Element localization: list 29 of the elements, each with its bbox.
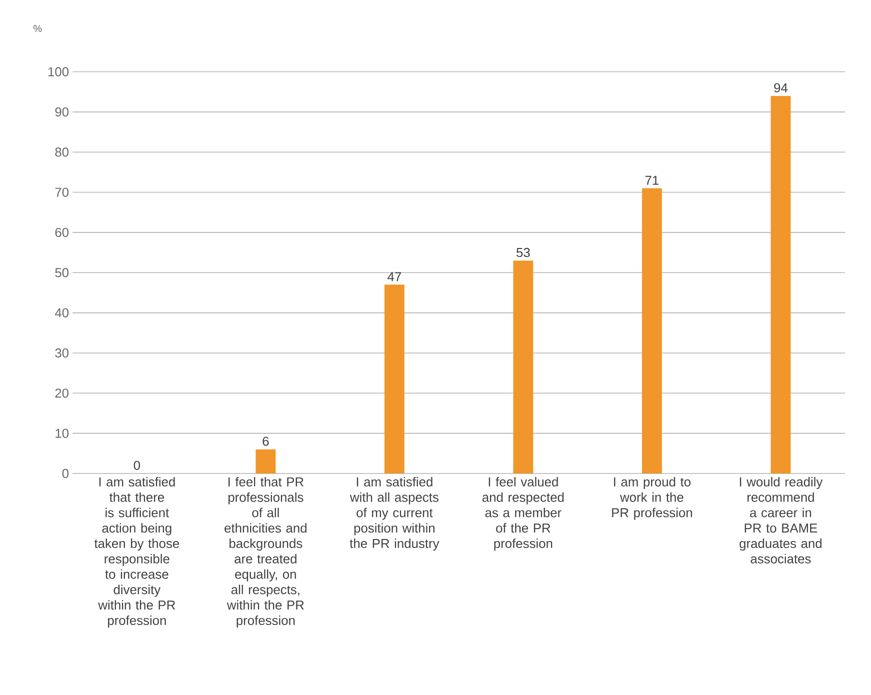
data-label: 71 [645,176,659,185]
y-tick-label: 70 [55,188,69,197]
bar [770,96,791,474]
category-label: I am satisfied that there is sufficient action being taken by those responsible to increase diversity within the PR profession [94,477,180,628]
x-tick-label: I would readily recommend a career in PR to BAME graduates and associates [740,477,823,564]
y-tick-label: 50 [55,268,69,278]
bar [513,260,534,474]
data-label: 53 [516,248,530,258]
y-tick-label: 0 [62,469,69,478]
data-label: 0 [134,460,140,470]
y-tick-label: 30 [55,348,69,358]
y-axis-title: % [34,25,42,32]
data-label: 47 [388,272,401,282]
y-tick-label: 90 [55,107,69,117]
bar [384,284,404,474]
y-tick-label: 60 [55,228,69,238]
x-tick-label: I am satisfied with all aspects of my current position within the PR industry [350,477,440,551]
x-tick-label: I am proud to work in the PR profession [612,477,692,520]
bar [642,188,662,474]
y-tick-label: 100 [48,67,69,76]
data-label: 94 [774,83,788,92]
category-label: I feel that PR professionals of all ethnicities and backgrounds are treated equally, on all respects, within the PR profession [224,477,306,628]
y-tick-label: 10 [56,428,69,438]
y-tick-label: 80 [55,148,69,157]
y-tick-label: 40 [54,308,69,318]
y-tick-label: 20 [55,388,69,398]
data-label: 6 [262,436,269,446]
bar [256,449,276,474]
x-tick-label: I feel valued and respected as a member of the PR profession [482,477,564,551]
